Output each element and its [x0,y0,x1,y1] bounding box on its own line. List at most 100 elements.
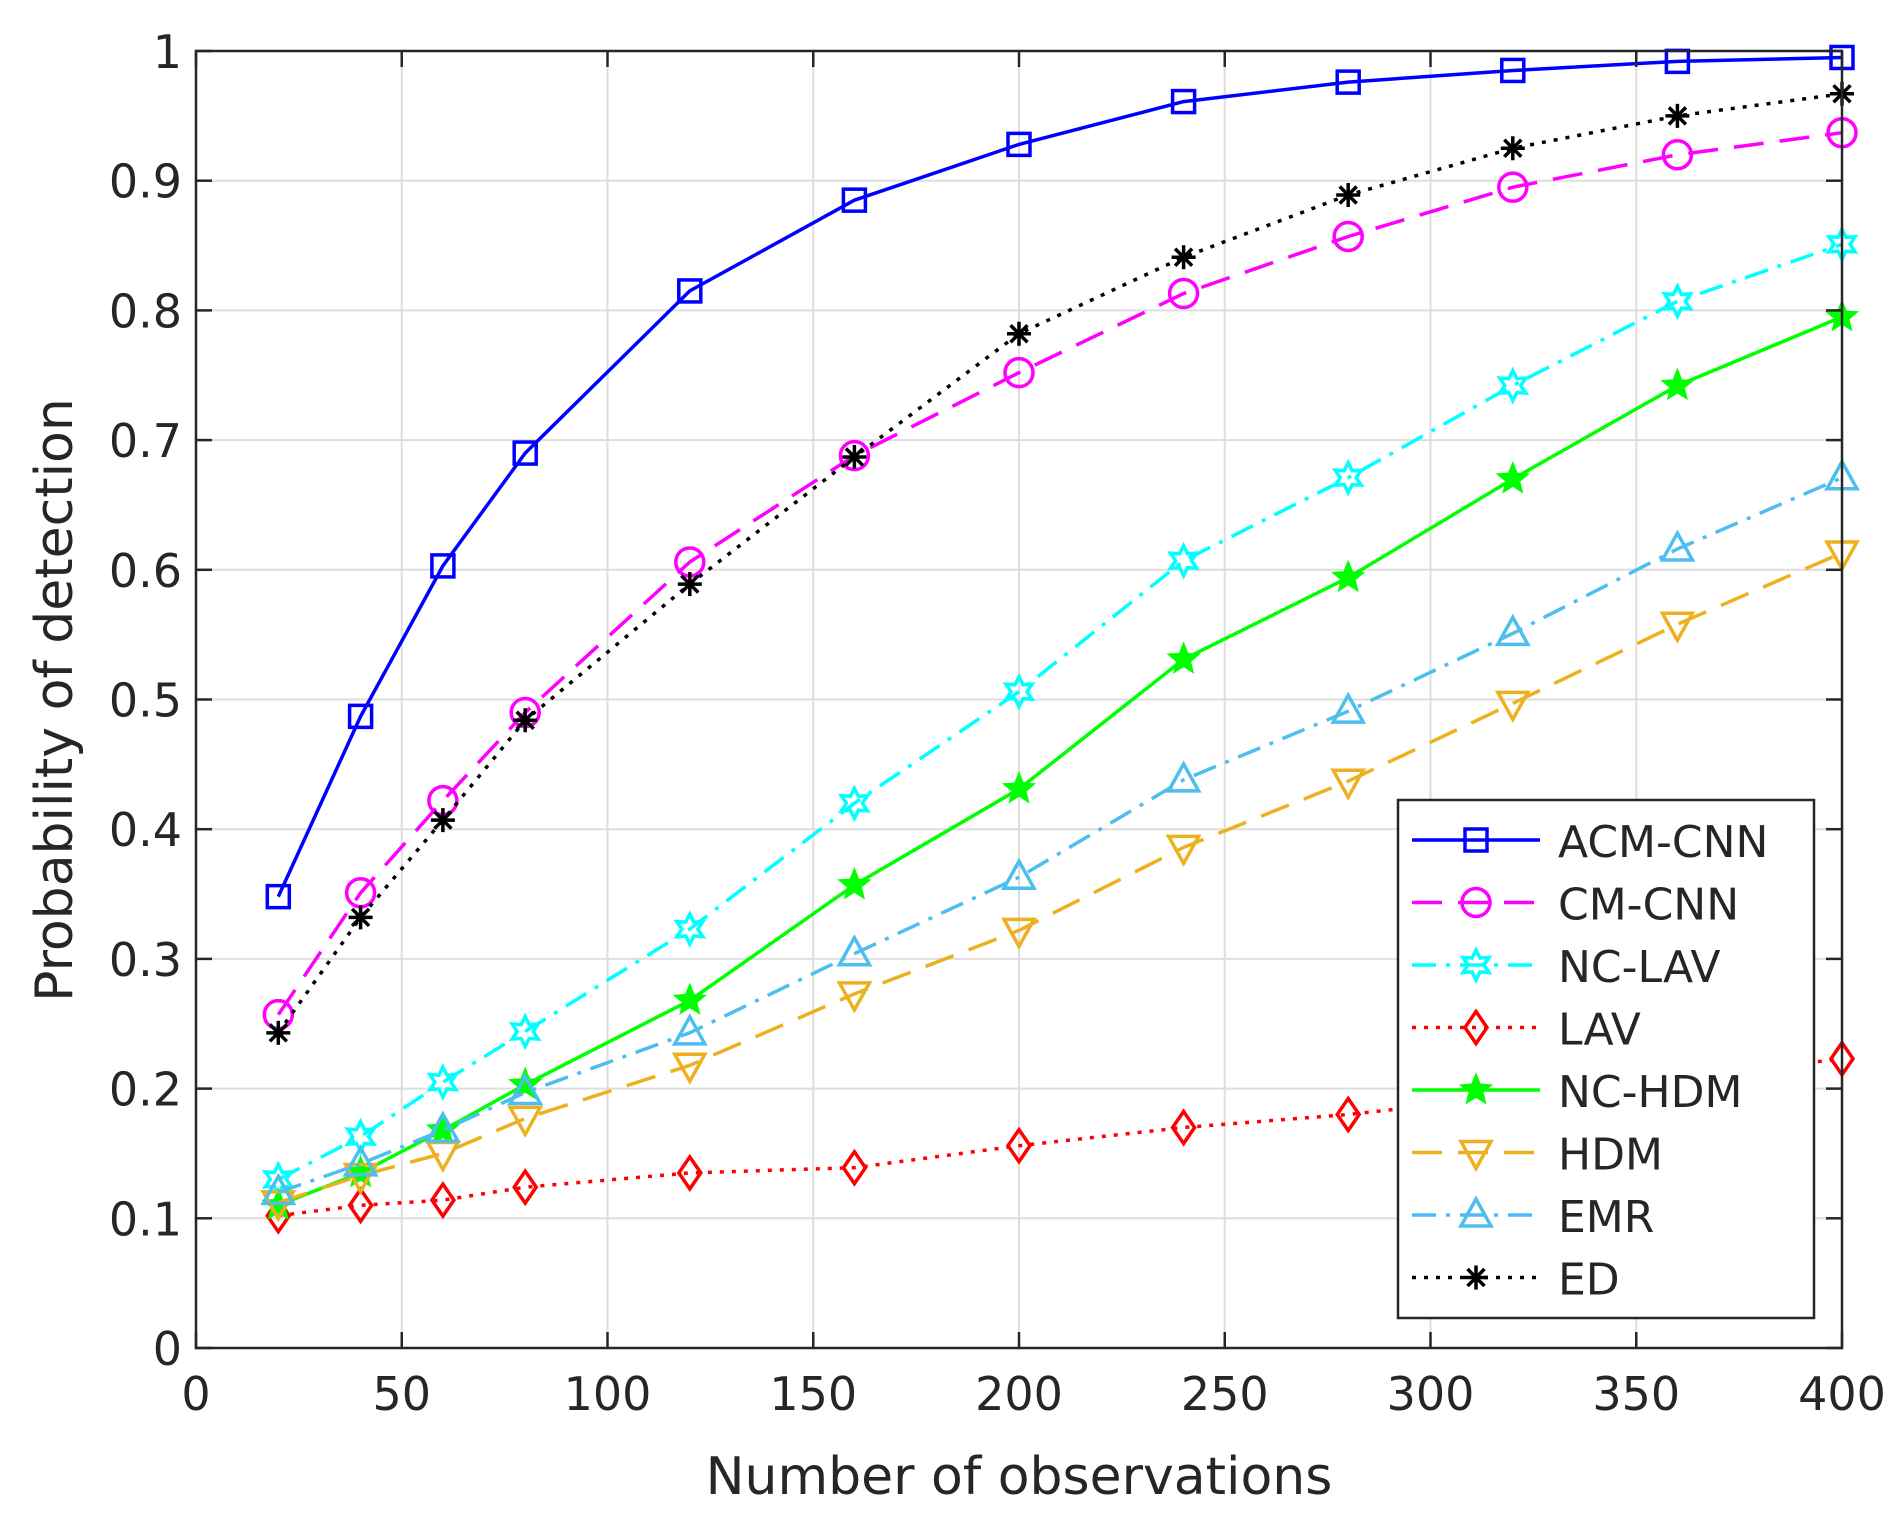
data-point-lav [676,1153,703,1192]
series-nc-lav [261,225,1859,1199]
legend-label: EMR [1558,1192,1654,1243]
data-point-nc-hdm [508,1066,543,1100]
series-layer [260,44,1860,1235]
legend-entry-emr: EMR [1412,1192,1654,1243]
legend-marker [1458,1195,1494,1228]
data-point-acm-cnn [512,440,538,466]
x-tick-label: 250 [1181,1367,1269,1421]
data-point-lav [347,1186,374,1225]
x-tick-label: 150 [769,1367,857,1421]
data-point-hdm [1659,611,1696,644]
data-point-cm-cnn [1332,220,1364,253]
legend-entry-nc-hdm: NC-HDM [1412,1067,1742,1118]
asterisk-stroke [1338,185,1358,205]
series-emr [260,458,1860,1206]
data-point-emr [1659,529,1696,562]
asterisk-stroke [350,907,371,928]
data-point-ed [513,708,538,733]
data-point-acm-cnn [1006,131,1032,158]
data-point-nc-hdm [672,982,707,1015]
data-point-acm-cnn [841,187,868,213]
asterisk-stroke [1503,138,1523,158]
data-point-hdm [671,1052,708,1085]
series-hdm [260,540,1860,1223]
data-point-nc-lav [1331,458,1365,497]
legend-box [1396,798,1816,1320]
data-point-emr [671,1013,708,1046]
data-point-hdm [1001,917,1037,950]
data-point-ed [348,905,373,930]
x-axis-label: Number of observations [706,1447,1333,1507]
data-point-nc-hdm [1495,460,1530,494]
data-point-acm-cnn [265,883,292,910]
y-tick-label: 1 [153,25,182,79]
data-point-ed [1665,103,1690,128]
data-point-cm-cnn [838,439,871,472]
legend-label: ED [1558,1255,1620,1306]
axis-ticks: 0 50 100 150 200 250 300 350 400 0 0.1 0.2 0.3 0.4 0.5… [109,25,1886,1421]
x-tick-label: 50 [372,1367,431,1421]
data-point-nc-lav [1167,541,1201,580]
data-point-nc-lav [1660,282,1694,321]
y-tick-label: 0.6 [109,544,182,598]
series-line-lav [278,1057,1843,1218]
y-tick-label: 0.3 [109,933,182,987]
data-point-emr [1165,760,1202,793]
y-tick-label: 0.4 [109,803,182,857]
data-point-nc-lav [426,1063,460,1102]
data-point-nc-hdm [1660,367,1695,401]
y-tick-label: 0 [153,1322,182,1376]
data-point-acm-cnn [1335,69,1361,95]
asterisk-stroke [680,574,700,594]
series-line-acm-cnn [276,55,1843,898]
data-point-nc-hdm [1166,641,1201,674]
legend-label: NC-LAV [1558,942,1720,993]
data-point-nc-lav [673,910,707,949]
data-point-cm-cnn [1003,356,1035,389]
asterisk-stroke [268,1023,289,1043]
data-point-nc-lav [344,1117,378,1156]
asterisk-stroke [515,710,535,730]
legend-label: ACM-CNN [1558,817,1768,868]
legend-marker [1459,946,1493,984]
data-point-cm-cnn [1497,171,1529,203]
legend-label: CM-CNN [1558,880,1739,931]
data-point-emr [424,1110,461,1143]
data-point-emr [260,1172,297,1206]
asterisk-stroke [1173,247,1194,267]
asterisk-stroke [844,447,865,467]
legend-entry-nc-lav: NC-LAV [1412,942,1720,993]
legend-entry-hdm: HDM [1412,1130,1663,1181]
y-tick-label: 0.8 [109,284,182,338]
y-tick-label: 0.1 [109,1192,182,1246]
data-point-nc-lav [1496,366,1530,405]
series-line-cm-cnn [276,130,1843,1016]
data-point-nc-hdm [425,1112,461,1145]
legend-marker [1458,1139,1494,1173]
y-tick-label: 0.2 [109,1063,182,1117]
data-point-nc-lav [508,1012,542,1051]
series-line-nc-lav [277,242,1843,1181]
x-tick-label: 0 [181,1367,210,1421]
legend-entry-lav: LAV [1412,1005,1641,1056]
y-axis-label: Probability of detection [25,398,85,1002]
legend-entry-acm-cnn: ACM-CNN [1412,817,1768,868]
data-point-ed [266,1020,291,1045]
data-point-emr [342,1144,379,1177]
data-point-ed [1171,245,1196,270]
x-tick-label: 350 [1592,1367,1680,1421]
legend-label: NC-HDM [1558,1067,1742,1118]
legend-marker [1464,1265,1488,1290]
data-point-cm-cnn [1661,139,1694,171]
data-point-ed [1336,182,1361,207]
data-point-hdm [1165,834,1202,867]
data-point-hdm [836,981,873,1014]
asterisk-stroke [1009,324,1029,344]
legend-label: LAV [1558,1005,1641,1056]
x-tick-label: 200 [975,1367,1063,1421]
data-point-hdm [507,1105,544,1139]
legend-marker [1458,1071,1494,1105]
data-point-acm-cnn [1170,88,1197,115]
legend-marker [1462,1008,1490,1047]
data-point-acm-cnn [430,553,456,579]
